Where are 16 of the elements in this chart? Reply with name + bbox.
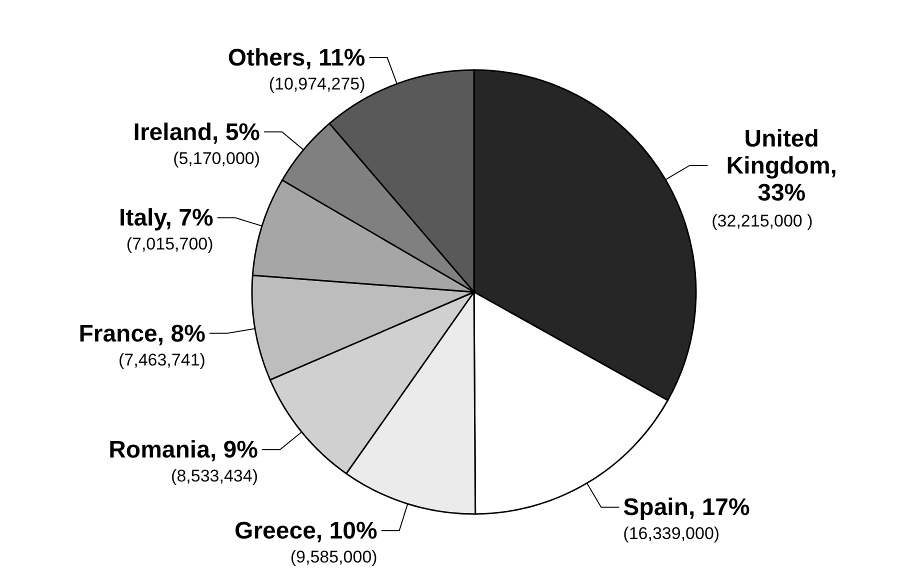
data-label: (10,974,275) xyxy=(268,74,366,94)
data-label: (9,585,000) xyxy=(290,548,378,567)
slice-label: Others, 11% xyxy=(228,44,366,72)
data-label: (7,463,741) xyxy=(118,350,206,370)
slice-label: United Kingdom, 33% xyxy=(726,125,837,206)
data-label: (5,170,000) xyxy=(173,148,260,168)
slice-label: Romania, 9% xyxy=(108,436,258,464)
data-label: (7,015,700) xyxy=(126,234,214,254)
data-label: (32,215,000 ) xyxy=(712,211,813,230)
slice-label: Spain, 17% xyxy=(623,494,750,522)
slice-label: France, 8% xyxy=(78,320,206,348)
data-label: (16,339,000) xyxy=(623,524,720,544)
slice-label: Greece, 10% xyxy=(234,518,378,545)
data-label: (8,533,434) xyxy=(171,466,258,486)
slice-label: Ireland, 5% xyxy=(133,118,260,146)
slice-label: Italy, 7% xyxy=(119,204,214,232)
